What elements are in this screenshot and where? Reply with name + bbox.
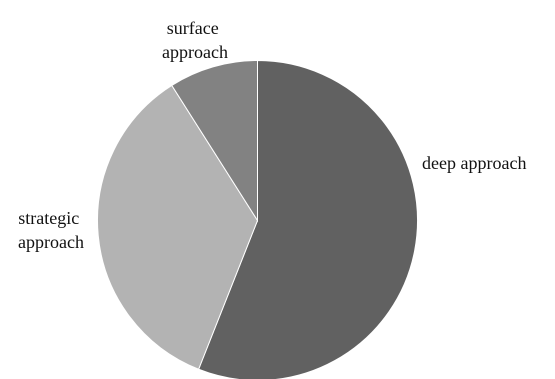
label-surface-approach-line-2: approach bbox=[162, 42, 228, 62]
pie-slice-strategic-approach bbox=[97, 84, 259, 370]
pie-slices bbox=[97, 59, 419, 379]
label-strategic-approach-line-2: approach bbox=[18, 232, 84, 252]
label-strategic-approach: strategic approach bbox=[18, 208, 84, 252]
label-deep-approach-line-1: deep approach bbox=[422, 153, 526, 173]
pie-slice-surface-approach bbox=[171, 59, 258, 223]
label-surface-approach: surface approach bbox=[162, 18, 228, 62]
label-surface-approach-line-1: surface bbox=[167, 18, 219, 38]
pie-slice-deep-approach bbox=[197, 59, 419, 379]
label-strategic-approach-line-1: strategic bbox=[18, 208, 79, 228]
label-deep-approach: deep approach bbox=[422, 153, 526, 173]
